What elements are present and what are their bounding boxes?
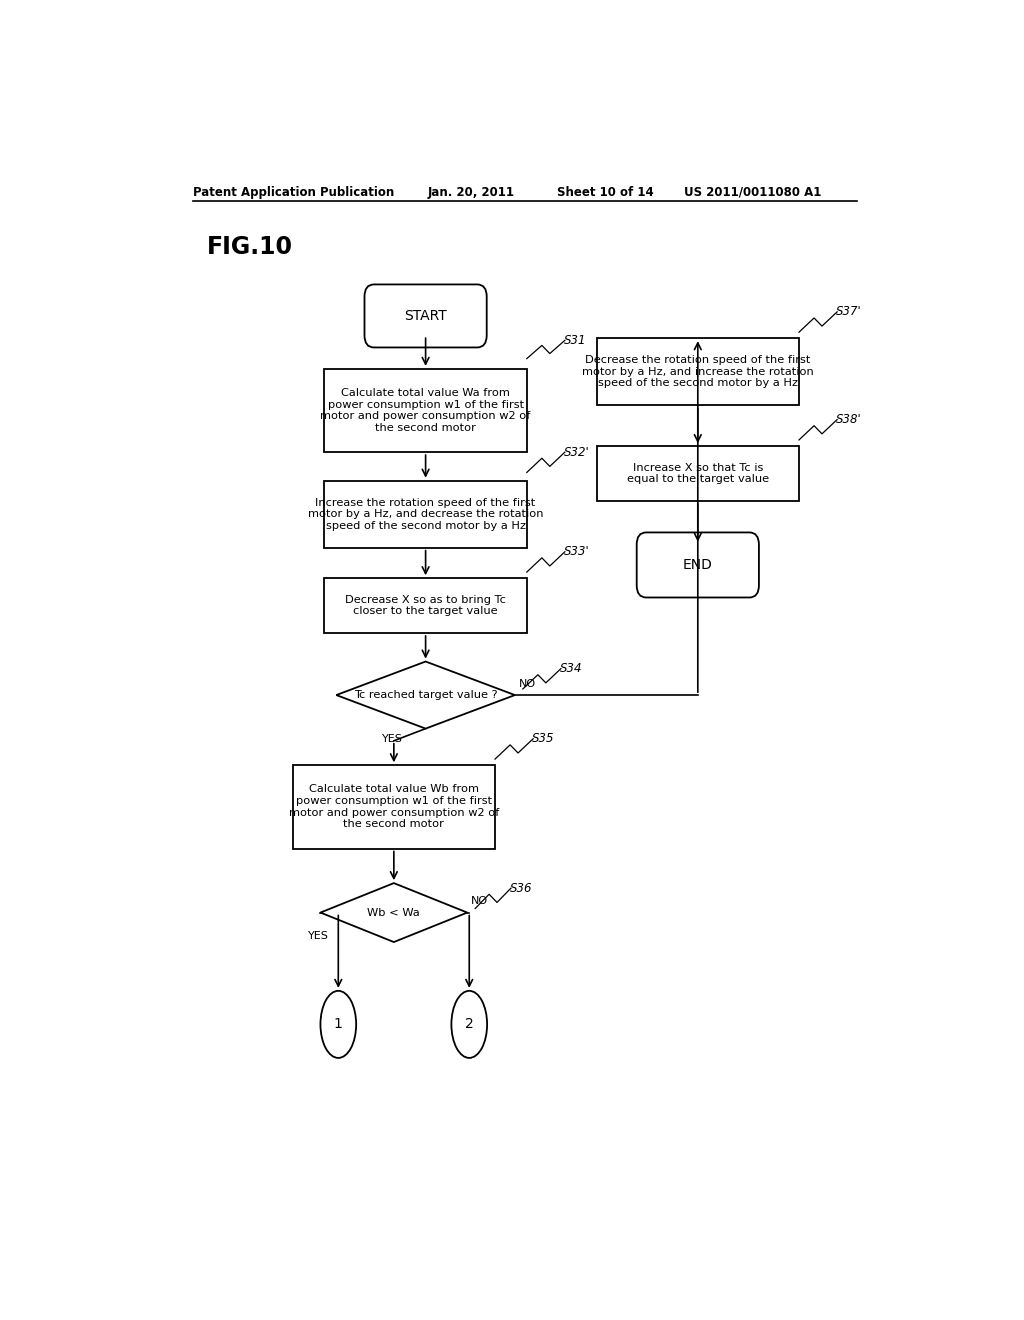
Text: 1: 1	[334, 1018, 343, 1031]
Text: S37': S37'	[837, 305, 862, 318]
Bar	[293, 766, 495, 849]
Text: S33': S33'	[564, 545, 590, 558]
Text: START: START	[404, 309, 446, 323]
Polygon shape	[321, 883, 467, 942]
Text: S31: S31	[564, 334, 587, 347]
Text: Tc reached target value ?: Tc reached target value ?	[353, 690, 498, 700]
Text: US 2011/0011080 A1: US 2011/0011080 A1	[684, 186, 821, 199]
Text: Decrease the rotation speed of the first
motor by a Hz, and increase the rotatio: Decrease the rotation speed of the first…	[582, 355, 814, 388]
Bar	[597, 338, 799, 405]
Ellipse shape	[452, 991, 487, 1057]
Text: Jan. 20, 2011: Jan. 20, 2011	[428, 186, 515, 199]
Text: S38': S38'	[837, 413, 862, 426]
Text: NO: NO	[519, 678, 536, 689]
Text: FIG.10: FIG.10	[207, 235, 293, 259]
Ellipse shape	[321, 991, 356, 1057]
Text: Wb < Wa: Wb < Wa	[368, 908, 420, 917]
Text: NO: NO	[471, 896, 488, 907]
Text: S34: S34	[560, 663, 583, 675]
Text: 2: 2	[465, 1018, 474, 1031]
Text: Increase X so that Tc is
equal to the target value: Increase X so that Tc is equal to the ta…	[627, 463, 769, 484]
Text: S32': S32'	[564, 446, 590, 458]
Text: END: END	[683, 558, 713, 572]
Text: Sheet 10 of 14: Sheet 10 of 14	[557, 186, 653, 199]
Text: YES: YES	[382, 734, 402, 743]
Text: Decrease X so as to bring Tc
closer to the target value: Decrease X so as to bring Tc closer to t…	[345, 595, 506, 616]
Bar	[325, 578, 526, 634]
Text: Calculate total value Wb from
power consumption w1 of the first
motor and power : Calculate total value Wb from power cons…	[289, 784, 499, 829]
Bar	[597, 446, 799, 500]
Text: YES: YES	[308, 931, 330, 941]
Text: S35: S35	[532, 733, 555, 746]
Polygon shape	[336, 661, 515, 729]
Bar	[325, 480, 526, 548]
Bar	[325, 368, 526, 453]
Text: Patent Application Publication: Patent Application Publication	[194, 186, 394, 199]
Text: Increase the rotation speed of the first
motor by a Hz, and decrease the rotatio: Increase the rotation speed of the first…	[308, 498, 544, 531]
Text: S36: S36	[510, 882, 532, 895]
FancyBboxPatch shape	[365, 284, 486, 347]
Text: Calculate total value Wa from
power consumption w1 of the first
motor and power : Calculate total value Wa from power cons…	[321, 388, 530, 433]
FancyBboxPatch shape	[637, 532, 759, 598]
